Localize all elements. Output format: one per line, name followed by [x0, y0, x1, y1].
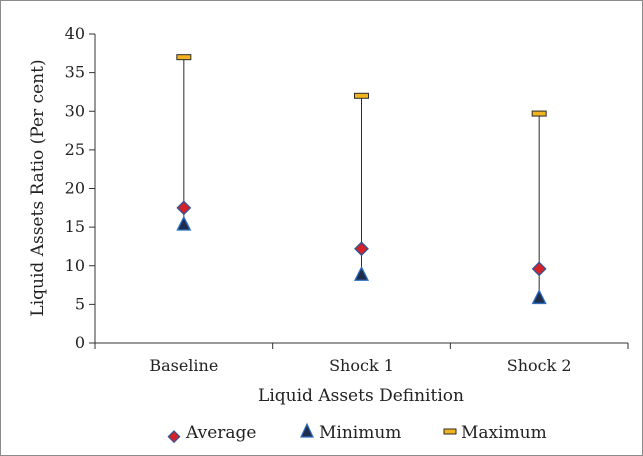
minimum-marker [176, 215, 192, 231]
legend-item-minimum: Minimum [300, 422, 401, 443]
y-tick-label: 30 [65, 101, 85, 120]
legend-maximum-marker [443, 428, 457, 435]
y-tick-label: 25 [65, 140, 85, 159]
legend-item-maximum: Maximum [443, 423, 547, 443]
average-marker [354, 241, 369, 257]
y-tick-label: 35 [65, 63, 85, 82]
average-marker [531, 261, 547, 277]
average-marker [176, 200, 192, 216]
x-tick-label: Shock 2 [507, 356, 572, 375]
markers [176, 54, 547, 305]
x-tick-label: Baseline [149, 356, 218, 375]
y-axis-title: Liquid Assets Ratio (Per cent) [28, 59, 48, 316]
legend-average-label: Average [185, 423, 256, 443]
y-ticks: 0 5 10 15 20 25 30 35 40 [65, 24, 95, 352]
y-tick-label: 5 [75, 294, 85, 313]
y-tick-label: 40 [65, 24, 85, 43]
legend-minimum-label: Minimum [319, 423, 401, 443]
minimum-marker [353, 265, 370, 281]
legend: Average Minimum Maximum [167, 422, 547, 444]
legend-minimum-marker [300, 422, 314, 438]
minimum-marker [531, 288, 547, 305]
y-tick-label: 20 [65, 179, 85, 198]
maximum-marker [531, 110, 547, 117]
legend-average-marker [167, 430, 181, 444]
legend-item-average: Average [167, 423, 256, 444]
y-tick-label: 10 [65, 256, 85, 275]
x-axis-title: Liquid Assets Definition [258, 386, 464, 406]
y-tick-label: 0 [75, 333, 85, 352]
maximum-marker [354, 92, 369, 99]
x-ticks: Baseline Shock 1 Shock 2 [94, 343, 629, 375]
y-tick-label: 15 [65, 217, 85, 236]
maximum-marker [176, 54, 192, 61]
legend-maximum-label: Maximum [461, 423, 547, 443]
x-tick-label: Shock 1 [329, 356, 394, 375]
